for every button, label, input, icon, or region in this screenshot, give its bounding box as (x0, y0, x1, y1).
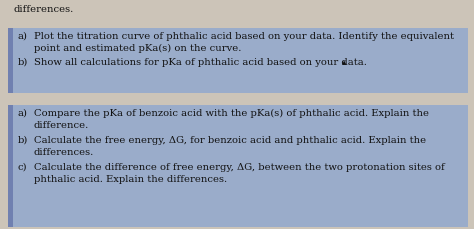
Text: point and estimated pKa(s) on the curve.: point and estimated pKa(s) on the curve. (34, 44, 241, 53)
Text: Calculate the difference of free energy, ΔG, between the two protonation sites o: Calculate the difference of free energy,… (34, 163, 445, 172)
Text: b): b) (18, 136, 28, 145)
Text: ▴: ▴ (342, 58, 346, 67)
Bar (8, 105, 13, 227)
Bar (8, 28, 13, 93)
Text: Compare the pKa of benzoic acid with the pKa(s) of phthalic acid. Explain the: Compare the pKa of benzoic acid with the… (34, 109, 429, 118)
Text: b): b) (18, 58, 28, 67)
Bar (8, 28, 468, 93)
Text: difference.: difference. (34, 121, 89, 130)
Text: Calculate the free energy, ΔG, for benzoic acid and phthalic acid. Explain the: Calculate the free energy, ΔG, for benzo… (34, 136, 426, 145)
Text: Plot the titration curve of phthalic acid based on your data. Identify the equiv: Plot the titration curve of phthalic aci… (34, 32, 454, 41)
Text: phthalic acid. Explain the differences.: phthalic acid. Explain the differences. (34, 175, 227, 184)
Text: c): c) (18, 163, 27, 172)
Text: a): a) (18, 32, 28, 41)
Text: Show all calculations for pKa of phthalic acid based on your data.: Show all calculations for pKa of phthali… (34, 58, 367, 67)
Text: a): a) (18, 109, 28, 118)
Bar (8, 105, 468, 227)
Text: differences.: differences. (34, 148, 94, 157)
Text: differences.: differences. (14, 5, 74, 14)
